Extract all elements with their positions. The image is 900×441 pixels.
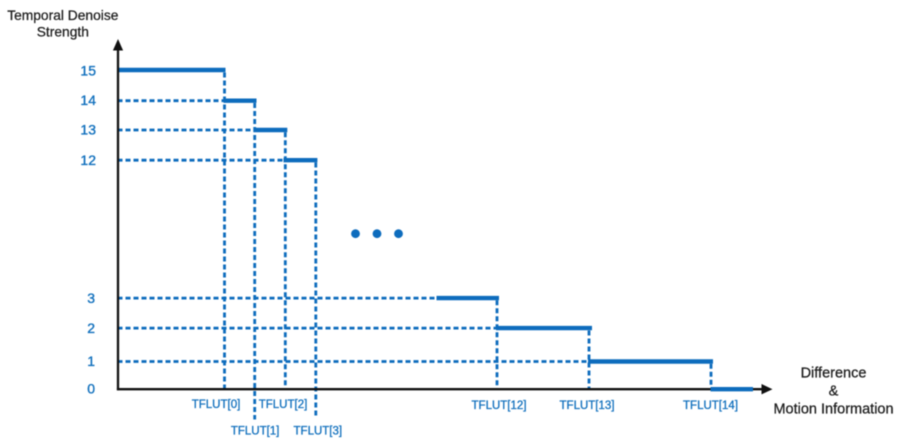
svg-text:1: 1 xyxy=(87,353,95,369)
svg-text:14: 14 xyxy=(80,92,96,108)
svg-text:Difference: Difference xyxy=(801,365,867,381)
svg-text:0: 0 xyxy=(87,380,95,396)
svg-text:2: 2 xyxy=(87,320,95,336)
svg-text:Motion Information: Motion Information xyxy=(773,401,893,417)
svg-text:TFLUT[14]: TFLUT[14] xyxy=(683,400,738,412)
svg-text:TFLUT[3]: TFLUT[3] xyxy=(294,425,343,437)
svg-text:TFLUT[12]: TFLUT[12] xyxy=(472,400,527,412)
svg-text:TFLUT[0]: TFLUT[0] xyxy=(192,399,241,411)
svg-text:13: 13 xyxy=(80,122,96,138)
svg-text:Strength: Strength xyxy=(37,25,89,40)
svg-text:Temporal Denoise: Temporal Denoise xyxy=(7,8,119,23)
svg-text:3: 3 xyxy=(87,290,95,306)
svg-text:TFLUT[2]: TFLUT[2] xyxy=(259,399,308,411)
svg-text:12: 12 xyxy=(80,152,96,168)
svg-text:15: 15 xyxy=(80,63,96,79)
svg-text:TFLUT[1]: TFLUT[1] xyxy=(231,425,280,437)
svg-text:TFLUT[13]: TFLUT[13] xyxy=(560,400,615,412)
svg-text:&: & xyxy=(829,383,839,399)
